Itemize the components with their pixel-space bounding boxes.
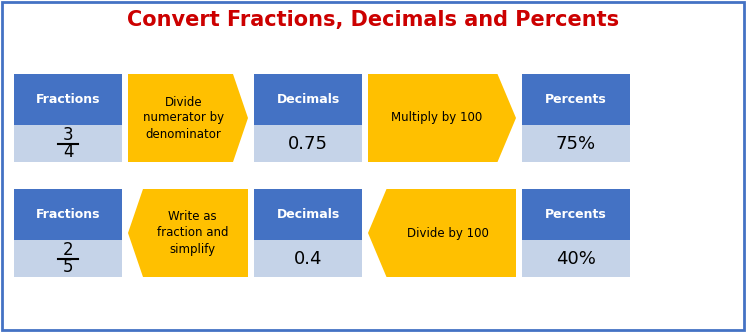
Text: Decimals: Decimals [276,208,339,221]
Bar [254,74,362,125]
Text: Fractions: Fractions [36,93,100,106]
Text: 75%: 75% [556,134,596,152]
Bar [14,240,122,277]
Bar [522,125,630,162]
Text: 5: 5 [63,258,73,276]
Text: Write as
fraction and
simplify: Write as fraction and simplify [157,210,228,256]
Bar [254,240,362,277]
Text: 3: 3 [63,126,73,144]
Bar [254,125,362,162]
Text: Convert Fractions, Decimals and Percents: Convert Fractions, Decimals and Percents [127,10,619,30]
Text: Fractions: Fractions [36,208,100,221]
Text: Percents: Percents [545,208,607,221]
Text: 40%: 40% [556,250,596,268]
Bar [522,74,630,125]
Text: 4: 4 [63,143,73,161]
Text: Divide by 100: Divide by 100 [407,226,489,239]
Text: Percents: Percents [545,93,607,106]
Bar [14,189,122,240]
Text: Divide
numerator by
denominator: Divide numerator by denominator [143,96,224,140]
Text: Decimals: Decimals [276,93,339,106]
Text: 0.4: 0.4 [294,250,322,268]
Text: Multiply by 100: Multiply by 100 [391,112,482,124]
Text: 2: 2 [63,241,73,259]
Bar [254,189,362,240]
Polygon shape [128,74,248,162]
Bar [14,125,122,162]
Bar [522,189,630,240]
Polygon shape [128,189,248,277]
Polygon shape [368,189,516,277]
Text: 0.75: 0.75 [288,134,328,152]
Bar [14,74,122,125]
Bar [522,240,630,277]
Polygon shape [368,74,516,162]
